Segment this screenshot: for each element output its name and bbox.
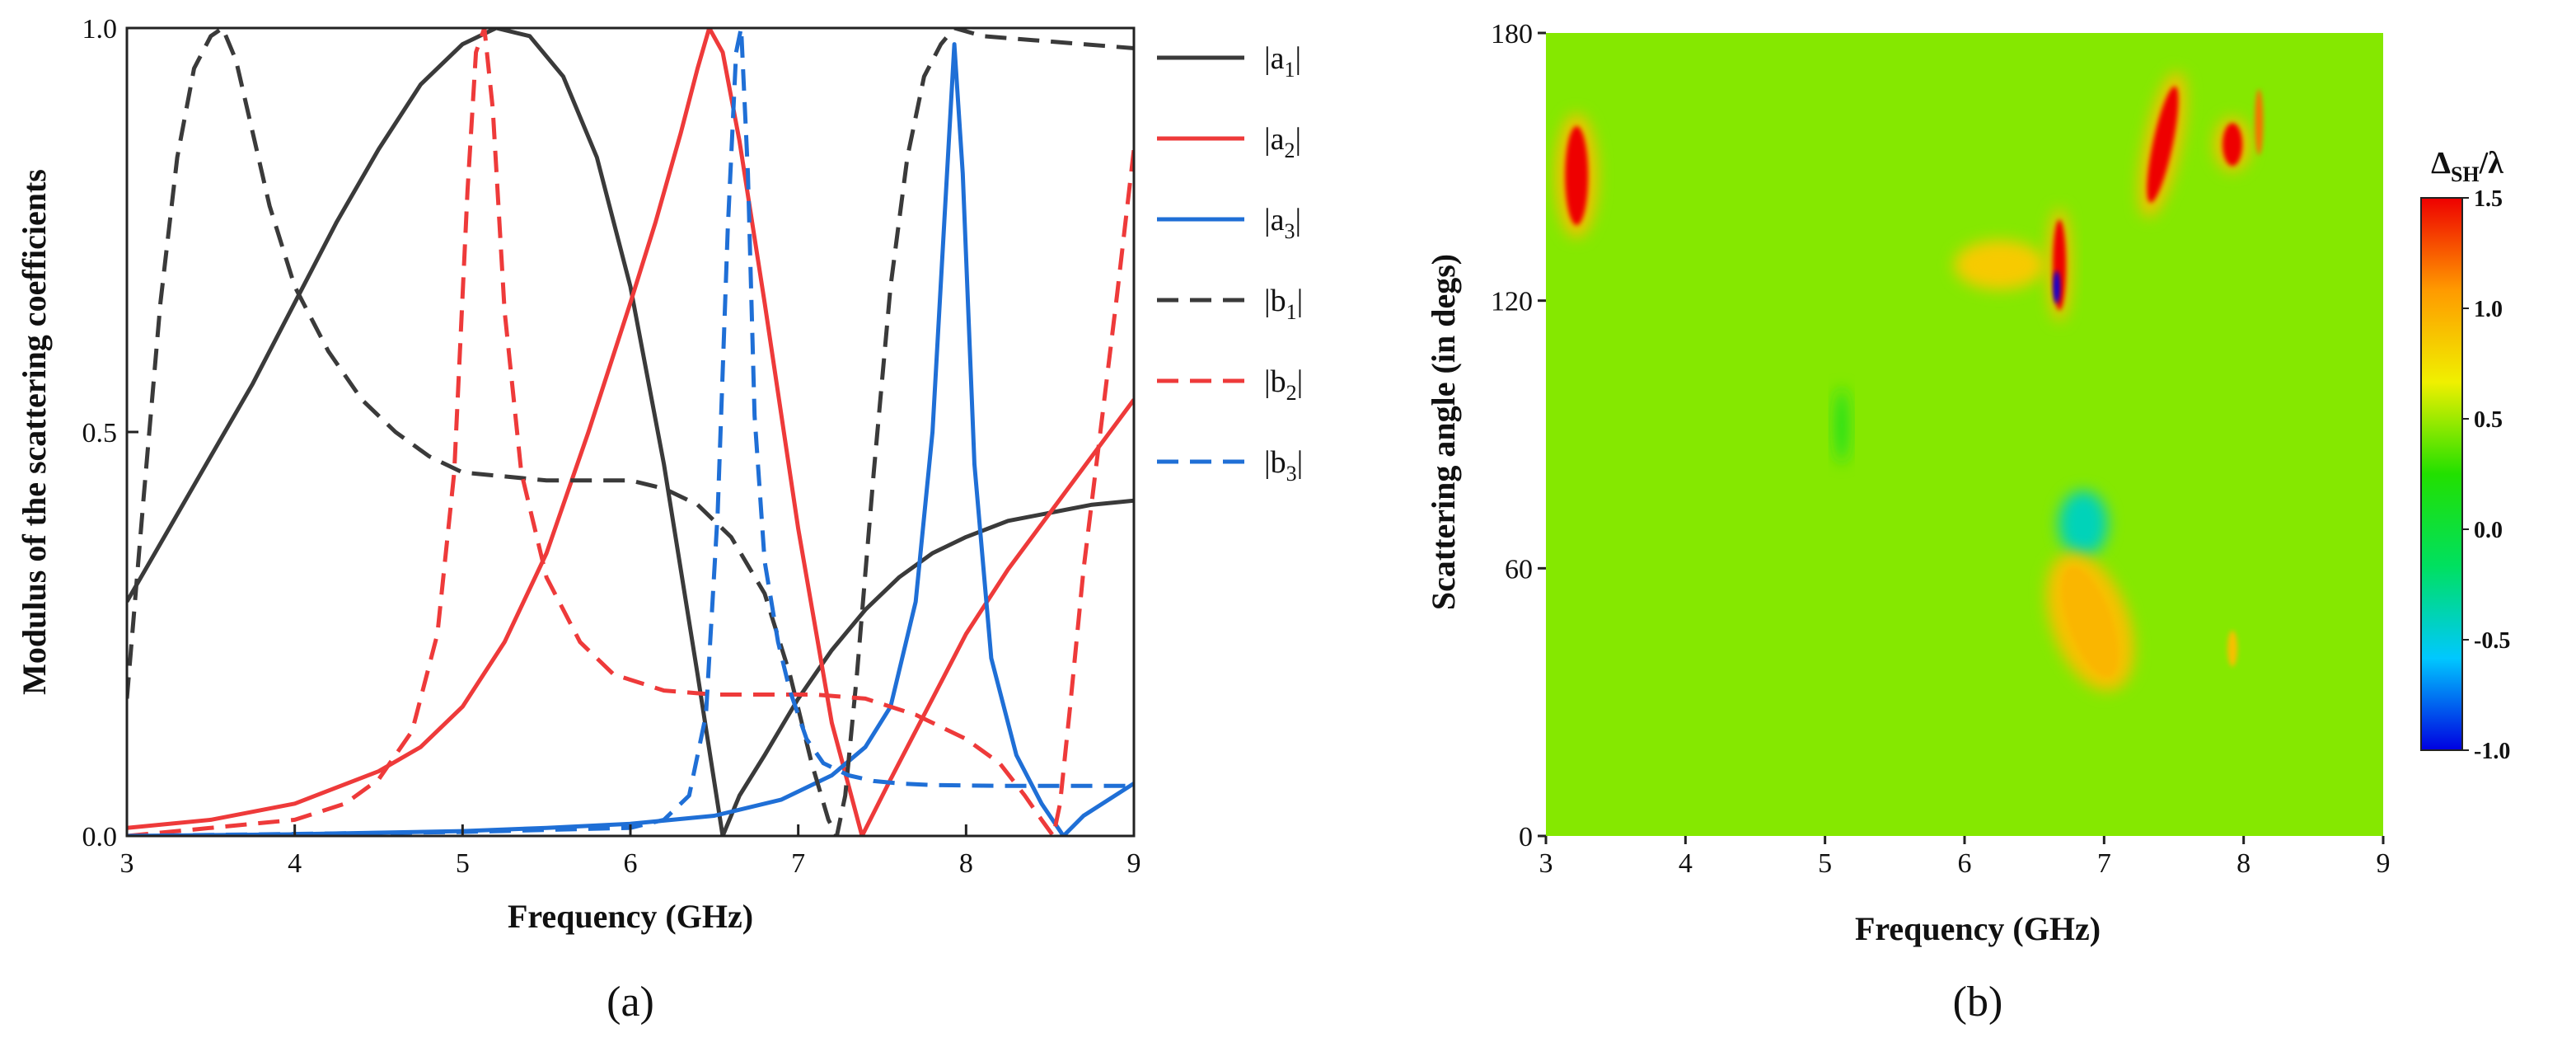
panel-label-b: (b): [1953, 979, 2003, 1026]
x-axis-title: Frequency (GHz): [1855, 910, 2101, 947]
plot-area-background: [127, 28, 1134, 836]
heatmap-feature: [2227, 630, 2238, 667]
x-tick-label: 6: [1958, 848, 1972, 879]
x-tick-label: 5: [1818, 848, 1832, 879]
series-line-b3-dashed: [127, 28, 1134, 836]
colorbar-tick-label: 0.5: [2474, 407, 2503, 433]
y-axis-title: Scattering angle (in degs): [1425, 254, 1462, 610]
y-tick-label: 0.0: [82, 822, 118, 852]
heatmap-feature: [1565, 126, 1589, 226]
series-line-a2: [127, 28, 1134, 836]
x-tick-label: 3: [120, 848, 134, 879]
heatmap-feature: [1834, 387, 1848, 464]
x-tick-label: 5: [456, 848, 470, 879]
x-tick-label: 7: [791, 848, 805, 879]
colorbar-title-main: Δ: [2431, 146, 2451, 181]
legend-label: |b2|: [1264, 364, 1303, 405]
series-line-a1: [127, 28, 1134, 836]
y-tick-label: 0.5: [82, 418, 118, 448]
x-tick-label: 4: [288, 848, 302, 879]
colorbar-tick-label: -0.5: [2474, 628, 2510, 654]
y-tick-label: 1.0: [82, 14, 118, 45]
colorbar-tick-label: 1.0: [2474, 297, 2503, 322]
legend-label: |a1|: [1264, 41, 1301, 82]
heatmap-feature: [2053, 270, 2060, 304]
heatmap-panel: 3 4 5 6 7 8 9 0 60 120 180 Frequency (GHz) Scatte…: [1425, 19, 2510, 1026]
x-tick-label: 8: [2236, 848, 2250, 879]
heatmap-feature: [2062, 566, 2119, 677]
y-tick-label: 120: [1491, 287, 1533, 317]
x-tick-label: 6: [624, 848, 638, 879]
legend: |a1| |a2| |a3| |b1| |b2| |b3|: [1157, 41, 1303, 486]
panel-label-a: (a): [607, 979, 654, 1026]
colorbar-title-sub: SH: [2451, 162, 2480, 186]
x-axis-title: Frequency (GHz): [508, 898, 753, 935]
x-tick-label: 7: [2097, 848, 2111, 879]
legend-label: |a2|: [1264, 122, 1301, 162]
y-tick-label: 180: [1491, 19, 1533, 49]
heatmap-feature: [1954, 240, 2045, 290]
legend-label: |a3|: [1264, 203, 1301, 243]
heatmap-feature: [2222, 123, 2243, 167]
heatmap-feature: [2147, 86, 2179, 203]
heatmap-feature: [2058, 491, 2108, 557]
line-chart-panel: 3 4 5 6 7 8 9 0.0 0.5 1.0 Frequency (GHz) Modulu…: [16, 14, 1303, 1026]
y-tick-label: 0: [1519, 822, 1533, 852]
x-tick-label: 8: [959, 848, 973, 879]
colorbar-title-rest: /λ: [2479, 146, 2504, 181]
y-tick-label: 60: [1505, 554, 1533, 585]
colorbar-tick-label: 0.0: [2474, 518, 2503, 543]
colorbar-gradient: [2420, 197, 2463, 751]
heatmap-background: [1546, 33, 2383, 836]
x-tick-label: 3: [1539, 848, 1553, 879]
series-line-a3: [127, 42, 1134, 836]
series-line-b2-dashed: [127, 28, 1134, 836]
x-tick-label: 9: [2377, 848, 2391, 879]
legend-label: |b3|: [1264, 445, 1303, 486]
colorbar-tick-label: -1.0: [2474, 739, 2510, 764]
legend-label: |b1|: [1264, 284, 1303, 324]
x-tick-label: 4: [1679, 848, 1693, 879]
y-axis-title: Modulus of the scattering coefficients: [16, 169, 53, 695]
colorbar-title: ΔSH/λ: [2431, 146, 2503, 186]
x-tick-label: 9: [1127, 848, 1141, 879]
heatmap-feature: [2255, 89, 2264, 156]
colorbar: ΔSH/λ 1.5 1.0 0.5 0.0 -0.5 -1.0: [2420, 146, 2510, 764]
colorbar-tick-label: 1.5: [2474, 186, 2503, 212]
series-line-b1-dashed: [127, 28, 1134, 836]
